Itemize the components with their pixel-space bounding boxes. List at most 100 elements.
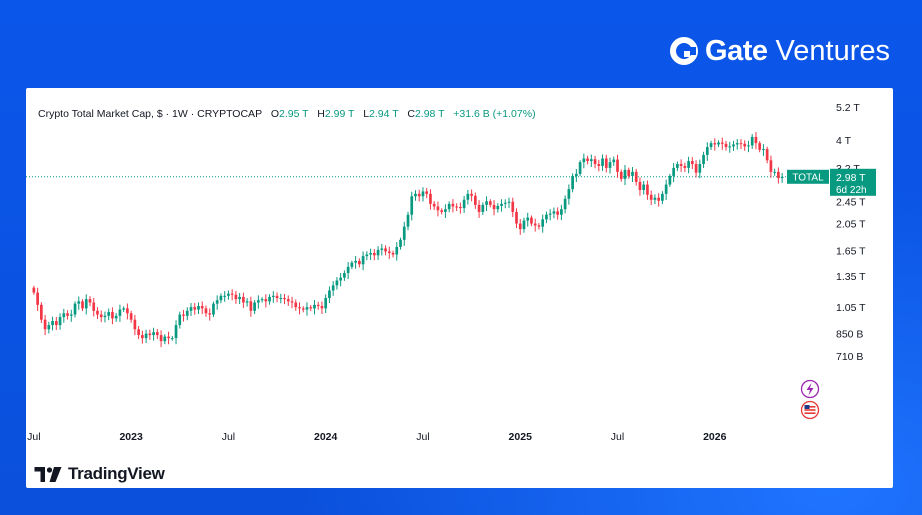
candle <box>294 299 298 311</box>
candle-body <box>197 306 200 310</box>
candle <box>81 299 84 312</box>
tag-value: 2.98 T <box>836 172 866 184</box>
candle-body <box>43 319 47 330</box>
candle <box>732 140 735 151</box>
x-tick-label: Jul <box>27 431 40 443</box>
candle-body <box>185 310 189 316</box>
candle <box>305 302 309 316</box>
candle-body <box>331 285 335 291</box>
candle-body <box>193 307 197 310</box>
candle <box>178 311 182 329</box>
candle <box>429 189 432 210</box>
candle <box>279 293 283 304</box>
candle <box>511 197 515 218</box>
candle-body <box>627 169 631 176</box>
candle-body <box>155 332 159 336</box>
candle-body <box>668 175 672 185</box>
candle <box>743 140 747 151</box>
candle <box>380 243 384 256</box>
candle-body <box>638 181 642 191</box>
candle <box>470 189 473 202</box>
candle-body <box>750 136 754 146</box>
candle-body <box>178 314 182 326</box>
candle-body <box>339 277 343 281</box>
candle <box>286 295 290 306</box>
candle-body <box>702 154 705 165</box>
candle <box>107 308 111 321</box>
legend-l-label: L <box>363 108 370 120</box>
candle-body <box>455 206 458 208</box>
candle <box>369 248 372 260</box>
lightning-icon[interactable] <box>800 379 820 399</box>
candle <box>185 307 189 321</box>
candle-body <box>62 313 66 318</box>
candle-body <box>672 167 675 176</box>
candle-body <box>436 206 440 211</box>
candle <box>141 330 144 344</box>
candle-body <box>470 193 473 196</box>
candle <box>481 202 485 215</box>
candle-body <box>182 314 185 316</box>
candle-body <box>144 333 148 339</box>
candle-body <box>133 319 137 330</box>
candle <box>709 140 713 151</box>
price-tag: TOTAL 2.98 T 6d 22h <box>787 168 876 196</box>
candle <box>155 328 159 340</box>
candle-body <box>631 171 634 176</box>
time-axis[interactable]: Jul 2023 Jul 2024 Jul 2025 Jul 2026 <box>27 431 726 443</box>
candle-body <box>257 300 260 303</box>
candle <box>619 169 623 182</box>
candle <box>399 237 402 250</box>
candle-body <box>676 164 679 168</box>
y-tick-label: 710 B <box>836 351 863 363</box>
candle <box>182 309 185 322</box>
candle <box>96 307 99 320</box>
candle <box>290 296 294 309</box>
candle-body <box>372 252 376 256</box>
candle-body <box>739 143 743 145</box>
candle <box>432 201 436 210</box>
candle <box>309 304 313 312</box>
candle-body <box>271 295 275 297</box>
candle <box>627 167 631 179</box>
candle-body <box>488 201 492 205</box>
candle <box>346 261 350 280</box>
candlestick-chart[interactable]: 5.2 T4 T3.2 T2.45 T2.05 T1.65 T1.35 T1.0… <box>26 88 893 488</box>
candle <box>473 192 477 209</box>
gate-logo-icon <box>670 37 699 65</box>
candle-body <box>526 217 530 221</box>
candle-body <box>533 223 537 226</box>
candle <box>62 308 66 323</box>
candle-body <box>301 308 305 310</box>
candle <box>219 293 223 304</box>
candle-body <box>690 161 694 165</box>
candle-body <box>447 203 451 210</box>
candle-body <box>425 191 429 194</box>
price-axis[interactable]: 5.2 T4 T3.2 T2.45 T2.05 T1.65 T1.35 T1.0… <box>836 102 866 363</box>
candle-body <box>451 203 455 207</box>
y-tick-label: 2.05 T <box>836 219 866 231</box>
candle <box>103 311 107 323</box>
candle <box>354 256 357 269</box>
candle <box>653 194 657 205</box>
us-flag-icon[interactable] <box>800 400 820 420</box>
candle <box>713 138 717 151</box>
candle-body <box>466 193 470 200</box>
candle <box>507 197 511 209</box>
candle <box>765 146 769 164</box>
candle <box>537 223 541 230</box>
candle-body <box>515 211 518 224</box>
tradingview-logo-icon <box>34 466 62 482</box>
candle-body <box>380 248 384 250</box>
candle-body <box>735 143 739 145</box>
candle-body <box>148 333 152 336</box>
candle <box>724 140 728 151</box>
candle-body <box>215 300 219 304</box>
candle-body <box>765 149 769 161</box>
candle <box>780 172 784 183</box>
candle-body <box>36 292 39 305</box>
candle <box>406 211 410 231</box>
candle <box>477 200 481 218</box>
candle <box>152 327 155 341</box>
candle <box>43 315 47 336</box>
